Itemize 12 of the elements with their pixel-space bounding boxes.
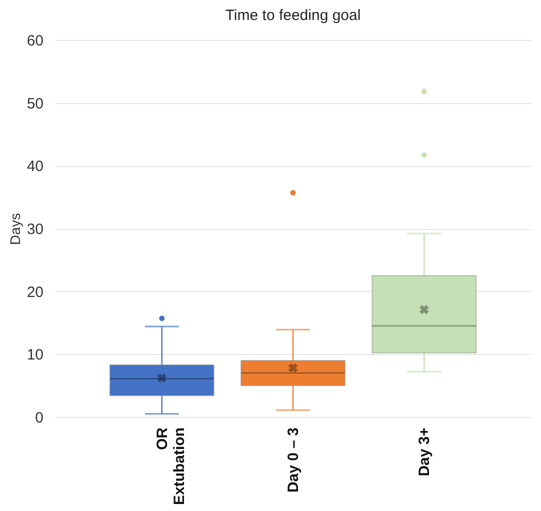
y-tick-label: 20 — [26, 284, 44, 301]
y-tick-label: 50 — [26, 95, 44, 112]
x-tick-label: Day 0 – 3 — [285, 428, 302, 493]
y-axis-title: Days — [6, 213, 23, 245]
y-tick-label: 30 — [26, 221, 44, 238]
y-tick-label: 40 — [26, 158, 44, 176]
x-tick-label: Day 3+ — [416, 427, 434, 476]
y-tick-label: 0 — [35, 410, 44, 426]
y-tick-label: 60 — [26, 32, 44, 50]
y-tick-label: 10 — [26, 346, 44, 364]
x-tick-label: OR Extubation — [154, 427, 188, 505]
chart-title: Time to feeding goal — [225, 7, 361, 24]
